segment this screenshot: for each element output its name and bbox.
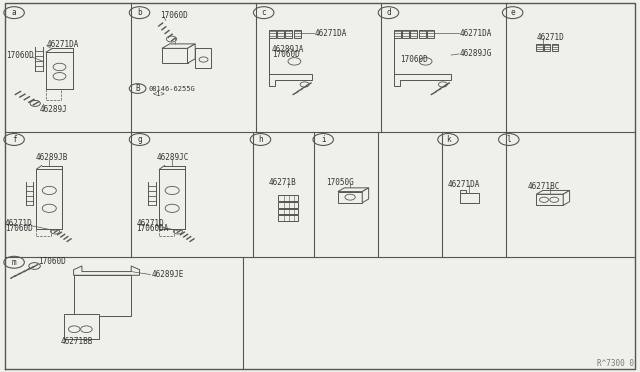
Text: 46271DA: 46271DA <box>47 40 79 49</box>
Polygon shape <box>362 188 369 203</box>
Bar <box>278 195 298 201</box>
Bar <box>46 52 73 89</box>
Text: 46289JB: 46289JB <box>35 153 68 162</box>
Text: l: l <box>506 135 511 144</box>
Text: 46271DA: 46271DA <box>460 29 492 38</box>
Bar <box>552 44 558 51</box>
Bar <box>402 30 409 38</box>
Text: 46289JG: 46289JG <box>460 49 492 58</box>
Bar <box>36 169 62 229</box>
Polygon shape <box>394 38 451 86</box>
Bar <box>269 30 276 38</box>
Text: 17060D: 17060D <box>38 257 66 266</box>
Polygon shape <box>536 190 570 194</box>
Text: 46271DA: 46271DA <box>315 29 348 38</box>
Bar <box>278 215 298 221</box>
Text: 46271B: 46271B <box>269 178 296 187</box>
Text: R^7300 0: R^7300 0 <box>596 359 634 368</box>
Bar <box>427 30 434 38</box>
Text: 46271DA: 46271DA <box>448 180 481 189</box>
Circle shape <box>53 73 66 80</box>
Circle shape <box>53 63 66 71</box>
Text: <1>: <1> <box>152 91 165 97</box>
Circle shape <box>199 57 208 62</box>
Text: 17060DA: 17060DA <box>136 224 169 233</box>
Polygon shape <box>269 38 312 86</box>
Text: B: B <box>135 84 140 93</box>
Bar <box>278 209 298 214</box>
Bar <box>544 44 550 51</box>
Text: f: f <box>12 135 17 144</box>
Bar <box>278 202 298 208</box>
Bar <box>159 169 185 229</box>
Circle shape <box>165 204 179 212</box>
Circle shape <box>288 58 301 65</box>
Bar <box>460 190 466 193</box>
Circle shape <box>540 197 548 202</box>
Text: b: b <box>137 8 142 17</box>
Bar <box>294 30 301 38</box>
Bar <box>460 193 479 203</box>
Text: 46289JA: 46289JA <box>272 45 305 54</box>
Circle shape <box>42 204 56 212</box>
Text: 46271D: 46271D <box>5 219 33 228</box>
Text: k: k <box>445 135 451 144</box>
Circle shape <box>81 326 92 333</box>
Text: m: m <box>12 258 17 267</box>
Bar <box>195 48 211 68</box>
Bar <box>338 192 362 203</box>
Text: d: d <box>386 8 391 17</box>
Text: 17060D: 17060D <box>272 50 300 59</box>
Text: h: h <box>258 135 263 144</box>
Polygon shape <box>188 44 195 63</box>
Text: 17060D: 17060D <box>5 224 33 233</box>
Circle shape <box>345 194 355 200</box>
Text: 46271D: 46271D <box>536 33 564 42</box>
Bar <box>394 30 401 38</box>
Bar <box>536 194 563 205</box>
Text: 17060D: 17060D <box>160 11 188 20</box>
Circle shape <box>419 58 432 65</box>
Polygon shape <box>338 188 369 192</box>
Text: i: i <box>321 135 326 144</box>
Text: g: g <box>137 135 142 144</box>
Text: a: a <box>12 8 17 17</box>
Circle shape <box>550 197 559 202</box>
Bar <box>410 30 417 38</box>
Polygon shape <box>74 266 140 275</box>
Circle shape <box>68 326 80 333</box>
Circle shape <box>165 186 179 195</box>
Text: 46289JC: 46289JC <box>156 153 189 162</box>
Bar <box>419 30 426 38</box>
Text: 17060D: 17060D <box>6 51 34 60</box>
Text: 46289JE: 46289JE <box>152 270 184 279</box>
Polygon shape <box>162 44 195 48</box>
Text: 08146-6255G: 08146-6255G <box>148 86 195 92</box>
Text: 17050G: 17050G <box>326 178 354 187</box>
Bar <box>277 30 284 38</box>
Bar <box>285 30 292 38</box>
Text: c: c <box>261 8 266 17</box>
Bar <box>162 48 188 63</box>
Text: 46271D: 46271D <box>136 219 164 228</box>
Text: e: e <box>510 8 515 17</box>
Text: 17060D: 17060D <box>400 55 428 64</box>
Text: 46271BC: 46271BC <box>528 182 561 191</box>
Polygon shape <box>563 190 570 205</box>
Bar <box>64 314 99 339</box>
Circle shape <box>42 186 56 195</box>
Text: 46289J: 46289J <box>40 105 67 114</box>
Bar <box>74 275 131 316</box>
Text: 46271BB: 46271BB <box>61 337 93 346</box>
Bar <box>536 44 543 51</box>
